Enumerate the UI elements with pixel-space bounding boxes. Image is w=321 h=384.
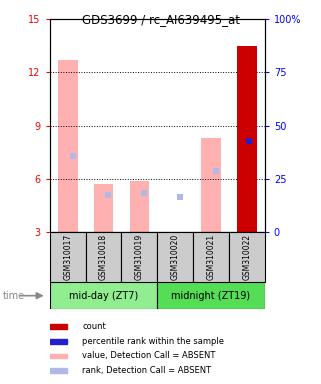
Bar: [58, 60, 78, 232]
Bar: [50, 368, 67, 373]
Text: rank, Detection Call = ABSENT: rank, Detection Call = ABSENT: [82, 366, 211, 375]
Bar: [129, 181, 149, 232]
Bar: [86, 232, 121, 282]
Text: GDS3699 / rc_AI639495_at: GDS3699 / rc_AI639495_at: [82, 13, 239, 26]
Text: GSM310022: GSM310022: [242, 234, 251, 280]
Bar: [50, 339, 67, 344]
Text: GSM310021: GSM310021: [206, 234, 216, 280]
Text: count: count: [82, 322, 106, 331]
Text: midnight (ZT19): midnight (ZT19): [171, 291, 251, 301]
Bar: [50, 324, 67, 329]
Bar: [94, 184, 113, 232]
Bar: [50, 354, 67, 358]
Text: GSM310020: GSM310020: [171, 234, 180, 280]
Bar: [157, 282, 265, 309]
Text: mid-day (ZT7): mid-day (ZT7): [69, 291, 138, 301]
Bar: [229, 232, 265, 282]
Text: percentile rank within the sample: percentile rank within the sample: [82, 337, 224, 346]
Bar: [50, 232, 86, 282]
Text: GSM310019: GSM310019: [135, 234, 144, 280]
Text: time: time: [3, 291, 25, 301]
Text: GSM310017: GSM310017: [63, 234, 72, 280]
Text: value, Detection Call = ABSENT: value, Detection Call = ABSENT: [82, 351, 215, 361]
Bar: [157, 232, 193, 282]
Text: GSM310018: GSM310018: [99, 234, 108, 280]
Bar: [121, 232, 157, 282]
Bar: [193, 232, 229, 282]
Bar: [201, 138, 221, 232]
Bar: [237, 46, 257, 232]
Bar: [50, 282, 157, 309]
